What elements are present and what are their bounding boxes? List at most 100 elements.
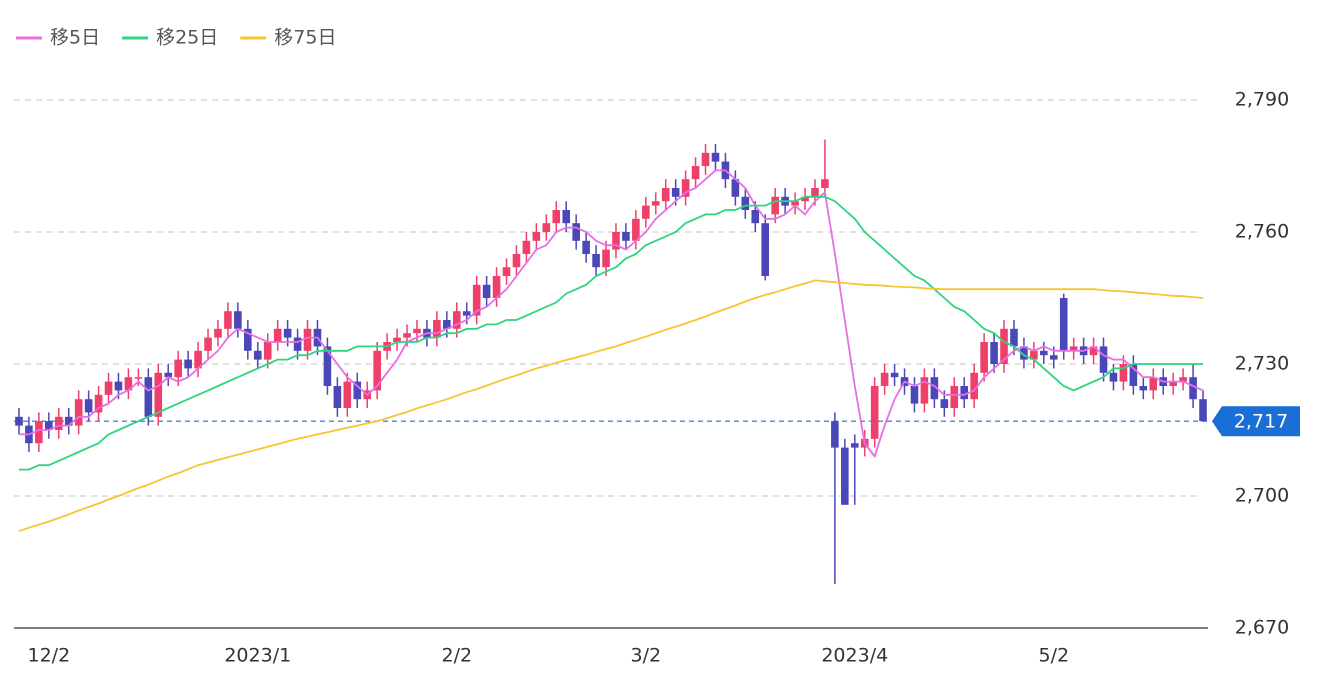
candle-body xyxy=(582,240,590,254)
candle-body xyxy=(532,232,541,241)
candle-body xyxy=(333,386,342,408)
candle-body xyxy=(1119,364,1128,382)
candle-body xyxy=(990,342,998,364)
candle-body xyxy=(572,223,580,241)
y-tick-label: 2,760 xyxy=(1235,221,1289,243)
y-tick-label: 2,730 xyxy=(1235,353,1289,375)
candle-body xyxy=(512,254,521,268)
candle-body xyxy=(343,381,352,408)
candle-body xyxy=(263,342,272,360)
candle-body xyxy=(35,421,43,444)
candle-body xyxy=(522,240,531,254)
candle-body xyxy=(980,342,988,373)
candle-body xyxy=(214,328,222,338)
y-tick-label: 2,670 xyxy=(1235,617,1289,639)
candle-body xyxy=(164,372,173,378)
candle-body xyxy=(234,311,242,329)
candle-body xyxy=(691,166,700,180)
candle-body xyxy=(94,394,103,413)
candle-body xyxy=(1109,372,1118,382)
candle-body xyxy=(293,337,302,351)
candle-body xyxy=(950,386,959,408)
candle-body xyxy=(661,188,670,202)
candle-body xyxy=(54,416,63,430)
x-tick-label: 2023/1 xyxy=(224,645,291,667)
x-tick-label: 3/2 xyxy=(631,645,662,667)
candle-body xyxy=(890,372,899,378)
candle-body xyxy=(204,337,212,351)
candle-body xyxy=(224,311,232,329)
last-price-label: 2,717 xyxy=(1234,411,1288,433)
candle-body xyxy=(393,337,401,342)
candle-body xyxy=(731,179,740,197)
candle-body xyxy=(433,320,441,338)
candle-body xyxy=(970,372,978,400)
x-tick-label: 5/2 xyxy=(1038,645,1069,667)
candle-body xyxy=(1139,386,1148,391)
candle-body xyxy=(1189,377,1197,400)
candle-body xyxy=(1149,377,1158,391)
ma-line xyxy=(19,169,1204,459)
candle-body xyxy=(353,381,362,400)
candle-body xyxy=(1129,364,1138,386)
candle-body xyxy=(502,267,511,276)
candle-body xyxy=(841,447,849,505)
candle-body xyxy=(472,284,481,316)
candle-body xyxy=(283,328,292,338)
candle-body xyxy=(1020,346,1028,360)
candle-body xyxy=(1089,346,1098,356)
candle-body xyxy=(811,188,819,197)
candle-body xyxy=(134,377,143,379)
candle-body xyxy=(373,350,381,391)
x-tick-label: 2023/4 xyxy=(821,645,888,667)
candle-body xyxy=(403,333,411,338)
candle-body xyxy=(1010,328,1018,347)
candle-body xyxy=(771,196,779,215)
candle-body xyxy=(850,443,859,448)
candle-body xyxy=(452,311,461,329)
candle-body xyxy=(184,359,192,369)
candle-body xyxy=(821,179,829,188)
candle-body xyxy=(552,210,561,224)
candle-body xyxy=(462,311,471,316)
candle-body xyxy=(45,421,53,430)
candle-body xyxy=(482,284,491,298)
candle-body xyxy=(273,328,282,342)
candle-body xyxy=(1040,350,1048,356)
candle-body xyxy=(323,346,332,386)
candle-body xyxy=(632,218,640,241)
candle-body xyxy=(1169,381,1177,386)
candle-body xyxy=(144,377,153,417)
legend-label: 移75日 xyxy=(274,27,336,49)
candle-body xyxy=(831,421,839,448)
candle-body xyxy=(741,196,750,210)
legend-label: 移25日 xyxy=(156,27,218,49)
candle-body xyxy=(651,201,660,206)
y-tick-label: 2,790 xyxy=(1235,89,1289,111)
candle-body xyxy=(84,399,93,413)
candle-body xyxy=(940,399,949,408)
x-tick-label: 2/2 xyxy=(441,645,472,667)
ma-line xyxy=(18,279,1204,533)
candle-body xyxy=(413,328,421,334)
candle-body xyxy=(701,152,710,166)
candle-body xyxy=(174,359,182,378)
candle-body xyxy=(681,179,690,197)
x-tick-label: 12/2 xyxy=(27,645,70,667)
candle-body xyxy=(1099,346,1108,373)
candle-body xyxy=(1179,377,1187,382)
candle-body xyxy=(492,276,501,298)
candle-body xyxy=(612,232,620,250)
candle-body xyxy=(880,372,889,386)
candle-body xyxy=(622,232,630,241)
candle-body xyxy=(930,377,939,400)
candle-body xyxy=(253,350,262,360)
candle-body xyxy=(1059,298,1068,351)
candle-body xyxy=(751,210,760,224)
candle-body xyxy=(602,249,610,268)
candle-body xyxy=(1049,355,1058,360)
candle-body xyxy=(114,381,123,391)
candle-body xyxy=(1069,346,1078,351)
candle-body xyxy=(592,254,600,268)
